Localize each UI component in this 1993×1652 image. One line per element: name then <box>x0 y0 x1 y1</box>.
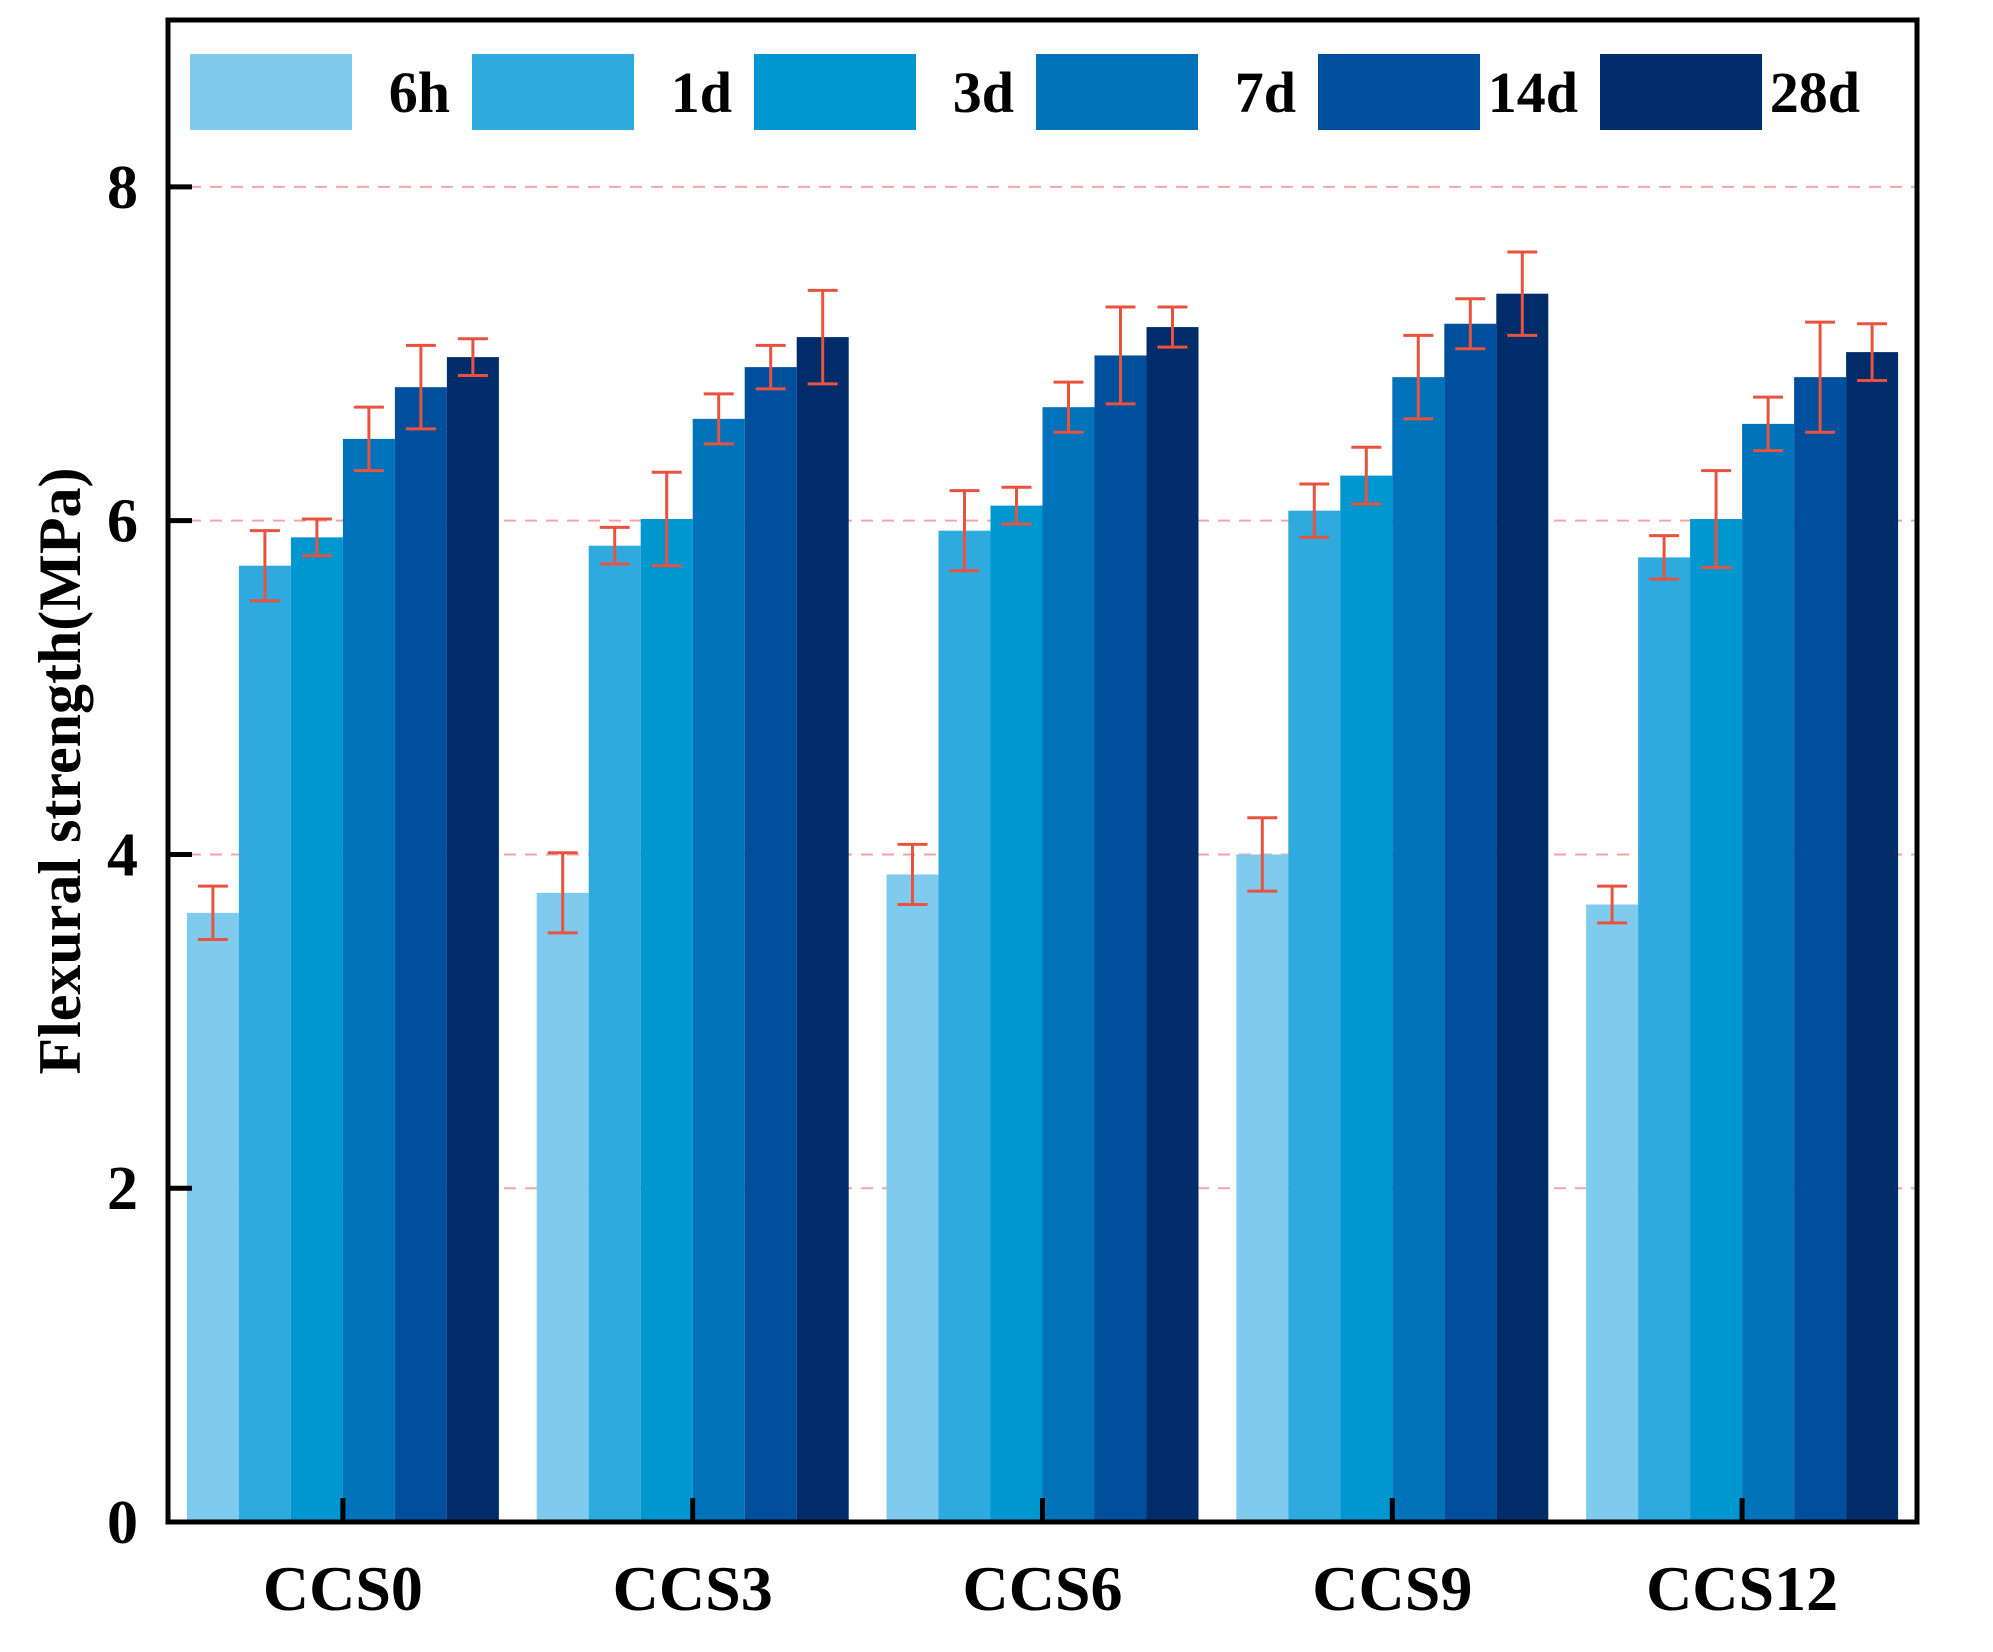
x-tick-label-CCS0: CCS0 <box>263 1553 423 1624</box>
bar-CCS9-28d <box>1496 293 1549 1523</box>
bar-CCS12-6h <box>1586 904 1639 1522</box>
bar-CCS3-14d <box>744 367 797 1522</box>
x-tick-label-CCS3: CCS3 <box>613 1553 773 1624</box>
error-bar-CCS6-14d <box>1105 305 1136 406</box>
bar-CCS6-3d <box>990 505 1043 1522</box>
legend-label-14d: 14d <box>1488 60 1578 125</box>
legend-item-3d: 3d <box>754 54 1014 130</box>
y-tick-label-4: 4 <box>107 821 138 889</box>
legend: 6h 1d 3d 7d 14d 28d <box>190 54 1860 130</box>
error-bar-CCS3-3d <box>651 470 682 568</box>
bar-CCS6-1d <box>938 530 991 1522</box>
bar-CCS3-6h <box>536 892 589 1522</box>
bar-CCS0-3d <box>290 537 343 1522</box>
legend-label-7d: 7d <box>1235 60 1296 125</box>
x-tick-label-CCS12: CCS12 <box>1646 1553 1838 1624</box>
bar-CCS3-7d <box>692 418 745 1522</box>
error-bar-CCS9-14d <box>1455 297 1486 351</box>
error-bar-CCS0-1d <box>249 529 280 603</box>
bar-CCS0-6h <box>186 912 239 1522</box>
bar-CCS12-3d <box>1690 518 1743 1522</box>
y-tick-label-8: 8 <box>107 154 138 222</box>
error-bar-CCS6-7d <box>1053 380 1084 434</box>
bar-CCS0-28d <box>446 357 499 1522</box>
bar-CCS9-6h <box>1236 854 1289 1522</box>
error-bar-CCS3-28d <box>807 288 838 386</box>
error-bar-CCS9-3d <box>1351 445 1382 506</box>
legend-item-6h: 6h <box>190 54 450 130</box>
bar-CCS12-28d <box>1846 352 1899 1522</box>
bar-CCS12-7d <box>1742 423 1795 1523</box>
legend-swatch-1d <box>472 54 634 130</box>
error-bar-CCS3-14d <box>755 343 786 391</box>
y-tick-label-0: 0 <box>107 1489 138 1557</box>
error-bar-CCS6-28d <box>1157 305 1188 349</box>
error-bar-CCS0-28d <box>457 337 488 377</box>
bar-CCS0-1d <box>238 565 291 1522</box>
error-bar-CCS0-7d <box>353 405 384 473</box>
legend-swatch-6h <box>190 54 352 130</box>
error-bar-CCS9-1d <box>1299 482 1330 539</box>
bar-CCS12-1d <box>1638 557 1691 1522</box>
bars <box>186 293 1899 1523</box>
x-tick-label-CCS9: CCS9 <box>1312 1553 1472 1624</box>
legend-item-7d: 7d <box>1036 54 1296 130</box>
legend-item-28d: 28d <box>1600 54 1860 130</box>
error-bar-CCS6-1d <box>949 489 980 573</box>
legend-swatch-28d <box>1600 54 1762 130</box>
bar-CCS9-3d <box>1340 475 1393 1522</box>
bar-CCS6-28d <box>1146 327 1199 1522</box>
error-bar-CCS3-1d <box>599 525 630 566</box>
legend-swatch-14d <box>1318 54 1480 130</box>
error-bar-CCS12-28d <box>1857 322 1888 382</box>
bar-CCS6-14d <box>1094 355 1147 1522</box>
bar-CCS6-6h <box>886 874 939 1522</box>
error-bar-CCS9-7d <box>1403 333 1434 421</box>
error-bar-CCS0-14d <box>405 343 436 431</box>
legend-label-28d: 28d <box>1770 60 1860 125</box>
x-tick-label-CCS6: CCS6 <box>962 1553 1122 1624</box>
error-bar-CCS3-6h <box>547 851 578 935</box>
error-bar-CCS12-6h <box>1597 884 1628 925</box>
error-bar-CCS0-3d <box>301 517 332 558</box>
error-bar-CCS9-6h <box>1247 816 1278 893</box>
bar-CCS3-3d <box>640 518 693 1522</box>
legend-label-3d: 3d <box>953 60 1014 125</box>
legend-item-14d: 14d <box>1318 54 1578 130</box>
y-tick-label-2: 2 <box>107 1155 138 1223</box>
error-bar-CCS0-6h <box>197 884 228 942</box>
legend-label-6h: 6h <box>389 60 450 125</box>
bar-CCS3-28d <box>796 337 849 1523</box>
y-tick-label-6: 6 <box>107 488 138 556</box>
error-bar-CCS12-7d <box>1753 395 1784 453</box>
error-bar-CCS3-7d <box>703 392 734 446</box>
legend-item-1d: 1d <box>472 54 732 130</box>
bar-CCS6-7d <box>1042 407 1095 1522</box>
error-bar-CCS6-3d <box>1001 485 1032 526</box>
error-bar-CCS12-3d <box>1701 469 1732 569</box>
bar-CCS0-7d <box>342 438 395 1522</box>
error-bar-CCS12-14d <box>1805 320 1836 434</box>
error-bar-CCS9-28d <box>1507 250 1538 337</box>
bar-CCS9-7d <box>1392 377 1445 1522</box>
y-axis-title: Flexural strength(MPa) <box>27 467 93 1074</box>
legend-swatch-7d <box>1036 54 1198 130</box>
legend-label-1d: 1d <box>671 60 732 125</box>
legend-swatch-3d <box>754 54 916 130</box>
error-bars <box>197 250 1888 942</box>
bar-CCS3-1d <box>588 545 641 1522</box>
axis-ticks: CCS0 CCS3 CCS6 CCS9 CCS12 0 2 4 6 8 <box>107 154 1838 1624</box>
error-bar-CCS6-6h <box>897 842 928 907</box>
bar-CCS12-14d <box>1794 377 1847 1522</box>
bar-CCS9-1d <box>1288 510 1341 1522</box>
error-bar-CCS12-1d <box>1649 534 1680 581</box>
bar-CCS0-14d <box>394 387 447 1523</box>
bar-CCS9-14d <box>1444 323 1497 1522</box>
